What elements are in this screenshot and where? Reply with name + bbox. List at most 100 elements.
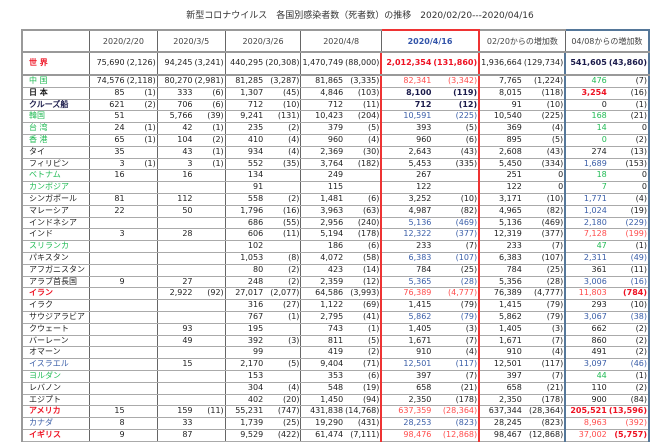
cases-2020-02-20: 85 xyxy=(89,87,126,100)
deaths-increase-since-0408: (7) xyxy=(607,75,650,88)
cases-increase-since-0220: 12,501 xyxy=(478,358,523,371)
cases-increase-since-0408: 7 xyxy=(564,181,608,194)
deaths-2020-03-26: (2) xyxy=(264,122,301,135)
cases-2020-04-16: 2,350 xyxy=(380,394,433,407)
deaths-2020-03-26: (16) xyxy=(264,205,301,218)
cases-2020-04-16: 6,383 xyxy=(380,252,433,265)
cases-2020-04-08: 5,194 xyxy=(300,228,345,242)
header-date: 2020/3/5 xyxy=(156,29,226,53)
infection-table: 2020/2/20 2020/3/5 2020/3/26 2020/4/8 20… xyxy=(21,29,650,442)
cases-2020-04-16: 1,671 xyxy=(380,335,433,348)
cases-increase-since-0408: 3,006 xyxy=(564,276,608,289)
cases-2020-04-16: 2,643 xyxy=(380,146,433,159)
cases-increase-since-0220: 637,344 xyxy=(478,405,523,419)
deaths-2020-02-20 xyxy=(125,323,158,336)
deaths-2020-02-20 xyxy=(125,287,158,301)
cases-increase-since-0220: 895 xyxy=(478,134,523,147)
cases-2020-03-26: 316 xyxy=(224,299,265,312)
deaths-increase-since-0220: (43) xyxy=(522,146,566,159)
cases-increase-since-0220: 251 xyxy=(478,169,523,183)
cases-increase-since-0408: 18 xyxy=(564,169,608,183)
deaths-2020-04-08: (88,000) xyxy=(344,52,382,76)
cases-2020-03-05: 43 xyxy=(156,146,194,159)
cases-2020-04-16: 637,359 xyxy=(380,405,433,419)
deaths-increase-since-0220: (10) xyxy=(522,193,566,206)
deaths-2020-02-20 xyxy=(125,205,158,218)
deaths-2020-03-05: (11) xyxy=(193,405,226,419)
deaths-2020-04-16: (7) xyxy=(432,240,481,253)
cases-2020-03-05: 15 xyxy=(156,358,194,371)
country-name: アフガニスタン xyxy=(21,264,90,277)
deaths-2020-02-20 xyxy=(125,169,158,183)
table-row: 中 国 74,576 (2,118) 80,270 (2,981) 81,285 (3,28… xyxy=(21,75,650,88)
deaths-2020-03-05 xyxy=(193,217,226,230)
cases-2020-03-26: 99 xyxy=(224,346,265,360)
deaths-increase-since-0220: (1,224) xyxy=(522,75,566,88)
table-row: ベトナム 16 16 134 249 267 251 0 18 0 xyxy=(21,169,650,183)
deaths-2020-03-26: (8) xyxy=(264,252,301,265)
deaths-2020-04-08 xyxy=(344,181,382,194)
cases-2020-02-20 xyxy=(89,394,126,407)
cases-2020-03-26: 195 xyxy=(224,323,265,336)
header-increase-since-0408: 04/08からの増加数 xyxy=(564,29,650,53)
country-name: カナダ xyxy=(21,417,90,430)
cases-2020-03-26: 91 xyxy=(224,181,265,194)
table-row: ヨルダン 153 353 (6) 397 (7) 397 (7) 44 (1) xyxy=(21,370,650,383)
deaths-2020-04-16: (3,342) xyxy=(432,75,481,88)
country-name: クルーズ船 xyxy=(21,99,90,112)
deaths-2020-04-16: (335) xyxy=(432,158,481,171)
deaths-increase-since-0408: (43,860) xyxy=(607,52,650,76)
deaths-increase-since-0220: (10) xyxy=(522,99,566,112)
deaths-increase-since-0408: (5,757) xyxy=(607,429,650,442)
deaths-2020-03-05: (2,981) xyxy=(193,75,226,88)
table-row: イスラエル 15 2,170 (5) 9,404 (71) 12,501 (117) 12,50… xyxy=(21,358,650,371)
cases-2020-03-05: 49 xyxy=(156,335,194,348)
deaths-increase-since-0408: (153) xyxy=(607,158,650,171)
deaths-increase-since-0220: (469) xyxy=(522,217,566,230)
cases-2020-02-20 xyxy=(89,181,126,194)
cases-2020-02-20 xyxy=(89,240,126,253)
deaths-2020-04-08: (182) xyxy=(344,158,382,171)
cases-2020-04-08: 186 xyxy=(300,240,345,253)
deaths-increase-since-0220: (117) xyxy=(522,358,566,371)
deaths-2020-03-05 xyxy=(193,346,226,360)
cases-increase-since-0408: 1,024 xyxy=(564,205,608,218)
deaths-2020-02-20 xyxy=(125,429,158,442)
cases-2020-02-20: 15 xyxy=(89,405,126,419)
table-row: クウェート 93 195 743 (1) 1,405 (3) 1,405 (3) 662 (2) xyxy=(21,323,650,336)
cases-increase-since-0408: 662 xyxy=(564,323,608,336)
cases-2020-03-05: 333 xyxy=(156,87,194,100)
deaths-2020-03-05: (3,241) xyxy=(193,52,226,76)
cases-2020-02-20: 8 xyxy=(89,417,126,430)
cases-2020-04-08: 960 xyxy=(300,134,345,147)
cases-2020-04-08: 811 xyxy=(300,335,345,348)
cases-2020-03-05 xyxy=(156,240,194,253)
deaths-increase-since-0220: (4) xyxy=(522,346,566,360)
cases-increase-since-0408: 2,180 xyxy=(564,217,608,230)
header-date-latest: 2020/4/16 xyxy=(380,29,481,53)
deaths-2020-03-05 xyxy=(193,240,226,253)
deaths-2020-02-20 xyxy=(125,370,158,383)
cases-increase-since-0408: 14 xyxy=(564,122,608,135)
deaths-increase-since-0408: (19) xyxy=(607,205,650,218)
cases-2020-04-16: 122 xyxy=(380,181,433,194)
deaths-2020-03-05 xyxy=(193,181,226,194)
header-country xyxy=(21,29,90,53)
deaths-2020-04-08: (6) xyxy=(344,240,382,253)
cases-increase-since-0220: 5,450 xyxy=(478,158,523,171)
cases-2020-04-16: 712 xyxy=(380,99,433,112)
cases-2020-04-16: 5,453 xyxy=(380,158,433,171)
deaths-2020-04-16: (3) xyxy=(432,323,481,336)
cases-2020-04-08: 4,846 xyxy=(300,87,345,100)
deaths-2020-02-20 xyxy=(125,335,158,348)
deaths-2020-03-26: (27) xyxy=(264,299,301,312)
cases-2020-03-05 xyxy=(156,252,194,265)
deaths-2020-04-16: (25) xyxy=(432,264,481,277)
cases-2020-03-05: 94,245 xyxy=(156,52,194,76)
deaths-increase-since-0220: (118) xyxy=(522,87,566,100)
deaths-increase-since-0408: (16) xyxy=(607,276,650,289)
deaths-2020-03-26: (25) xyxy=(264,417,301,430)
cases-2020-03-05: 706 xyxy=(156,99,194,112)
deaths-increase-since-0408: (49) xyxy=(607,252,650,265)
table-row: レバノン 304 (4) 548 (19) 658 (21) 658 (21) 110 (2) xyxy=(21,382,650,395)
